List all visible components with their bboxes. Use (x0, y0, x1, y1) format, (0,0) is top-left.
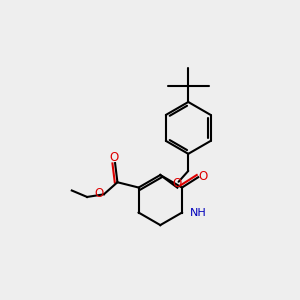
Text: O: O (94, 187, 104, 200)
Text: O: O (109, 151, 118, 164)
Text: NH: NH (190, 208, 206, 218)
Text: O: O (199, 170, 208, 183)
Text: O: O (172, 177, 182, 190)
